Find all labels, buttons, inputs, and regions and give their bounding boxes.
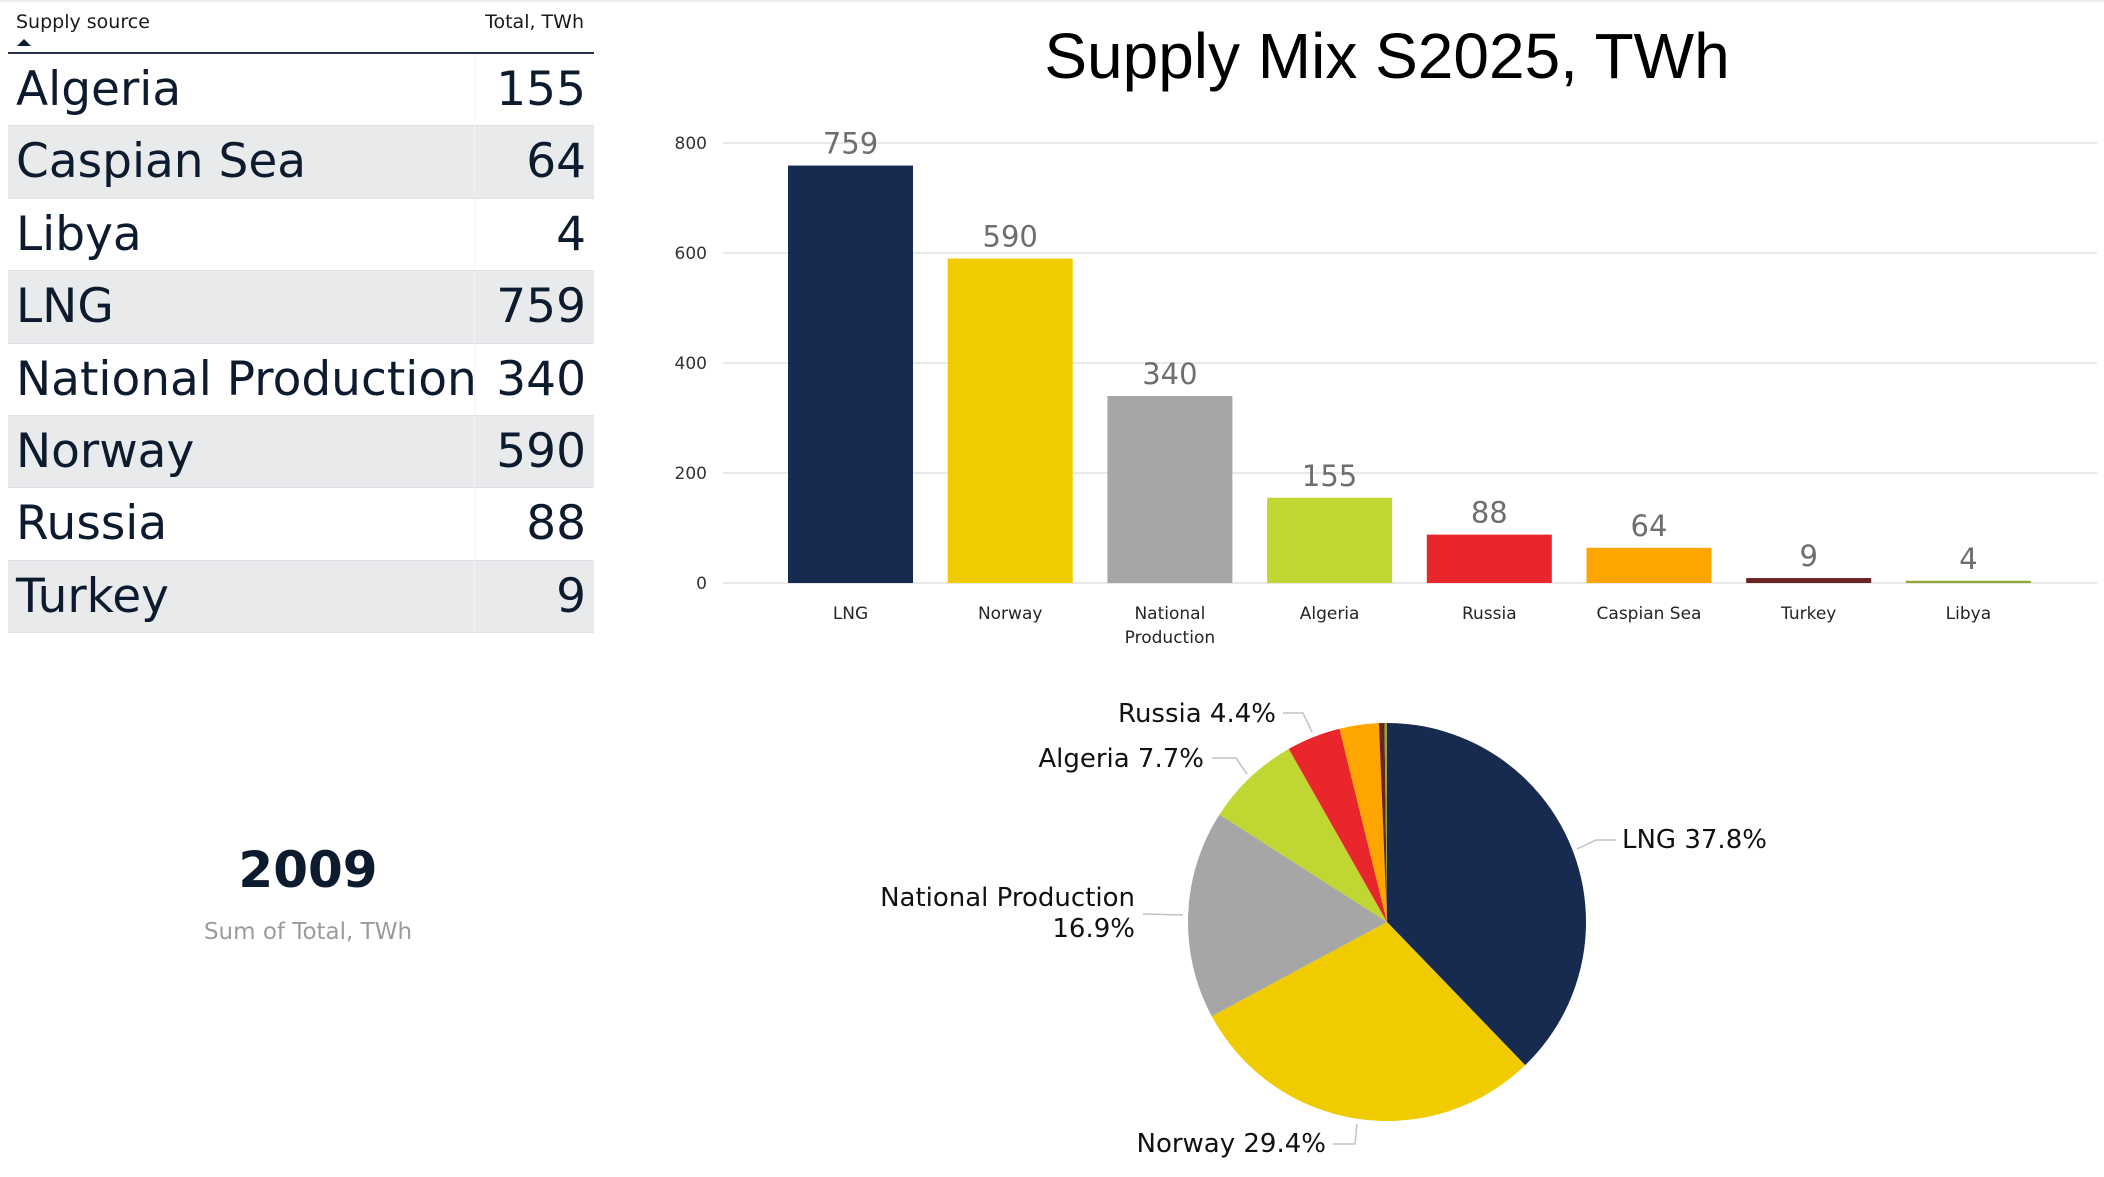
- column-divider: [474, 126, 475, 198]
- top-shadow: [0, 0, 2104, 3]
- column-divider: [474, 560, 475, 633]
- table-header: Supply source Total, TWh: [8, 0, 594, 54]
- column-divider: [474, 271, 475, 343]
- y-tick-label: 0: [696, 574, 707, 594]
- x-tick-label: Norway: [978, 604, 1043, 624]
- cell-supply-source: Russia: [16, 496, 168, 552]
- bar-data-label: 64: [1631, 509, 1668, 543]
- x-tick-label: Russia: [1462, 604, 1517, 624]
- column-divider: [474, 488, 475, 560]
- pie-slice[interactable]: [1384, 723, 1387, 922]
- x-tick-label: Algeria: [1300, 604, 1360, 624]
- table-body: Algeria 155 Caspian Sea 64 Libya 4 LNG 759 Natio…: [8, 54, 594, 634]
- cell-total: 590: [496, 423, 586, 479]
- y-tick-label: 800: [675, 134, 707, 154]
- column-divider: [474, 343, 475, 415]
- cell-total: 4: [556, 206, 586, 262]
- pie-data-label: 16.9%: [1052, 914, 1135, 944]
- bar[interactable]: [1746, 578, 1872, 583]
- bar-chart: 0 200 400 600 800 759 LNG 590 Norway 340 National P…: [675, 127, 2097, 648]
- column-divider: [474, 415, 475, 488]
- x-tick-label: Libya: [1946, 604, 1991, 624]
- pie-slice[interactable]: [1387, 723, 1586, 1066]
- y-tick-label: 600: [675, 244, 707, 264]
- y-tick-label: 400: [675, 354, 707, 374]
- cell-supply-source: Libya: [16, 206, 142, 262]
- x-tick-label: LNG: [833, 604, 868, 624]
- pie-slice[interactable]: [1188, 814, 1387, 1017]
- cell-total: 64: [526, 134, 586, 190]
- cell-supply-source: LNG: [16, 279, 114, 335]
- pie-slice[interactable]: [1378, 723, 1387, 922]
- bar-data-label: 88: [1471, 496, 1508, 530]
- bar[interactable]: [788, 165, 913, 584]
- bar[interactable]: [1107, 396, 1233, 583]
- cell-total: 340: [496, 351, 586, 407]
- pie-chart: LNG 37.8% Norway 29.4% National Production…: [880, 699, 1767, 1159]
- x-tick-label: Caspian Sea: [1597, 604, 1702, 624]
- cell-supply-source: Caspian Sea: [16, 134, 307, 190]
- column-header-total[interactable]: Total, TWh: [485, 11, 584, 33]
- bar[interactable]: [947, 258, 1073, 584]
- column-divider: [474, 198, 475, 271]
- x-tick-label: National: [1134, 604, 1205, 624]
- table-row[interactable]: Libya 4: [8, 198, 594, 272]
- table-row[interactable]: Algeria 155: [8, 54, 594, 127]
- pie-slice[interactable]: [1339, 723, 1387, 922]
- leader-line: [1333, 1123, 1358, 1145]
- table-row[interactable]: National Production 340: [8, 343, 594, 416]
- bar-data-label: 590: [983, 220, 1038, 254]
- bar-data-label: 9: [1799, 539, 1817, 573]
- pie-data-label: Norway 29.4%: [1137, 1129, 1327, 1159]
- kpi-total-value: 2009: [238, 841, 378, 899]
- cell-total: 155: [496, 62, 586, 117]
- pie-slice[interactable]: [1288, 728, 1387, 922]
- leader-line: [1212, 757, 1248, 775]
- table-row[interactable]: Norway 590: [8, 415, 594, 489]
- kpi-total-label: Sum of Total, TWh: [203, 919, 413, 945]
- bar[interactable]: [1905, 580, 2031, 583]
- table-row[interactable]: Caspian Sea 64: [8, 126, 594, 199]
- cell-supply-source: National Production: [16, 351, 477, 407]
- pie-data-label: Algeria 7.7%: [1038, 744, 1204, 774]
- bar-data-label: 340: [1142, 357, 1197, 391]
- supply-table: Supply source Total, TWh Algeria 155 Caspi…: [8, 0, 594, 634]
- cell-total: 759: [496, 279, 586, 335]
- table-row[interactable]: LNG 759: [8, 271, 594, 344]
- pie-data-label: Russia 4.4%: [1118, 699, 1276, 729]
- sort-ascending-icon[interactable]: [17, 39, 31, 46]
- pie-slice[interactable]: [1219, 748, 1387, 922]
- table-row[interactable]: Russia 88: [8, 488, 594, 561]
- cell-supply-source: Turkey: [16, 568, 169, 624]
- y-tick-label: 200: [675, 464, 707, 484]
- table-row[interactable]: Turkey 9: [8, 560, 594, 634]
- cell-total: 9: [556, 568, 586, 624]
- leader-line: [1142, 913, 1184, 916]
- x-tick-label: Production: [1125, 628, 1215, 648]
- pie-data-label: LNG 37.8%: [1622, 825, 1767, 855]
- column-header-supply-source[interactable]: Supply source: [16, 11, 150, 33]
- leader-line: [1283, 712, 1313, 733]
- x-tick-label: Turkey: [1780, 604, 1836, 624]
- cell-supply-source: Algeria: [16, 62, 182, 117]
- bar-data-label: 759: [823, 127, 878, 161]
- chart-title: Supply Mix S2025, TWh: [1044, 20, 1730, 92]
- leader-line: [1576, 839, 1616, 850]
- bar[interactable]: [1426, 534, 1552, 583]
- cell-supply-source: Norway: [16, 423, 195, 479]
- bar[interactable]: [1586, 547, 1712, 583]
- bar-data-label: 155: [1302, 459, 1357, 493]
- bar[interactable]: [1267, 497, 1393, 583]
- column-divider: [474, 54, 475, 126]
- bar-data-label: 4: [1959, 542, 1977, 576]
- pie-slice[interactable]: [1211, 922, 1526, 1121]
- cell-total: 88: [526, 496, 586, 552]
- pie-data-label: National Production: [880, 883, 1135, 913]
